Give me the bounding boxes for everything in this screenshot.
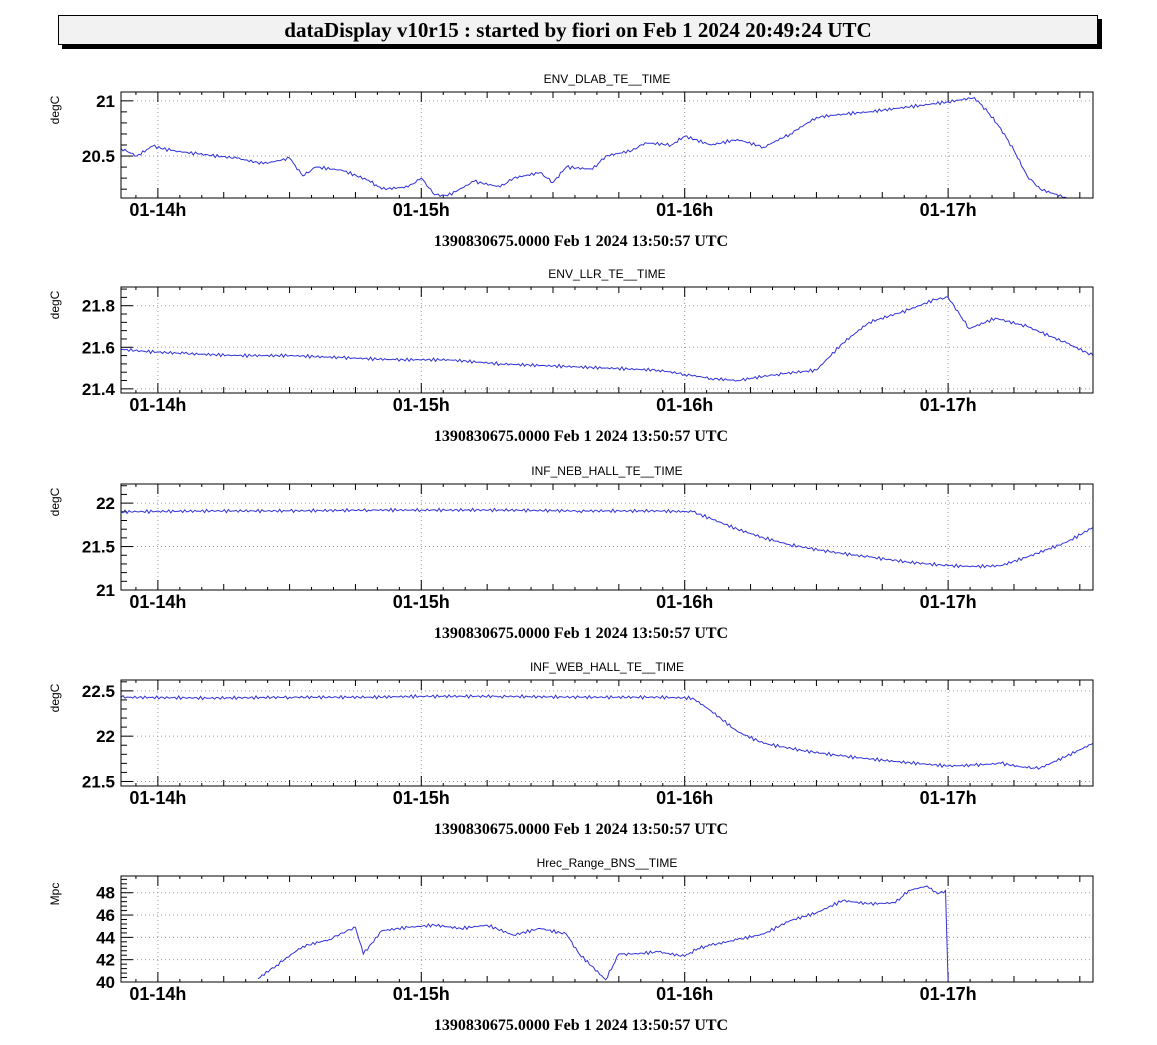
y-tick-label: 21.4 [82, 380, 116, 399]
x-tick-label: 01-14h [129, 200, 186, 220]
plot-frame [120, 91, 1094, 199]
chart-title: INF_NEB_HALL_TE__TIME [531, 464, 682, 478]
x-tick-label: 01-16h [656, 592, 713, 612]
series-line [121, 296, 1094, 382]
chart-title: ENV_LLR_TE__TIME [548, 267, 665, 281]
app-title: dataDisplay v10r15 : started by fiori on… [284, 18, 872, 42]
plot-frame [120, 483, 1094, 591]
y-axis-label: degC [48, 487, 62, 516]
x-axis-label: 1390830675.0000 Feb 1 2024 13:50:57 UTC [434, 1017, 728, 1034]
y-tick-label: 20.5 [82, 147, 115, 166]
chart-title: Hrec_Range_BNS__TIME [537, 856, 678, 870]
x-axis-label: 1390830675.0000 Feb 1 2024 13:50:57 UTC [434, 233, 728, 250]
chart-title: ENV_DLAB_TE__TIME [544, 72, 671, 86]
plot-frame [120, 286, 1094, 394]
chart-panel-5: Hrec_Range_BNS__TIME Mpc 40 42 44 46 48 01-14h 0… [48, 856, 1094, 1034]
y-tick-label: 21.8 [82, 297, 115, 316]
y-tick-label: 48 [96, 884, 115, 903]
x-tick-label: 01-15h [393, 395, 450, 415]
x-tick-label: 01-16h [656, 200, 713, 220]
y-axis-label: Mpc [48, 883, 62, 906]
x-axis-label: 1390830675.0000 Feb 1 2024 13:50:57 UTC [434, 625, 728, 642]
app-title-bar: dataDisplay v10r15 : started by fiori on… [58, 15, 1098, 45]
y-tick-label: 21 [96, 92, 115, 111]
y-tick-label: 21 [96, 581, 115, 600]
y-tick-label: 22 [96, 494, 115, 513]
chart-panel-3: INF_NEB_HALL_TE__TIME degC 21 21.5 22 01-14h 0… [48, 464, 1094, 642]
x-axis-label: 1390830675.0000 Feb 1 2024 13:50:57 UTC [434, 821, 728, 838]
x-tick-label: 01-16h [656, 788, 713, 808]
x-tick-label: 01-16h [656, 984, 713, 1004]
x-axis-label: 1390830675.0000 Feb 1 2024 13:50:57 UTC [434, 428, 728, 445]
y-tick-label: 46 [96, 906, 115, 925]
x-tick-label: 01-17h [920, 395, 977, 415]
x-tick-label: 01-14h [129, 984, 186, 1004]
x-tick-label: 01-15h [393, 200, 450, 220]
x-tick-label: 01-15h [393, 984, 450, 1004]
x-tick-label: 01-15h [393, 592, 450, 612]
x-tick-label: 01-17h [920, 984, 977, 1004]
series-line [120, 693, 1094, 770]
y-tick-label: 21.5 [82, 538, 115, 557]
chart-panel-2: ENV_LLR_TE__TIME degC 21.4 21.6 21.8 01-14h 01… [48, 267, 1094, 445]
y-tick-label: 21.6 [82, 338, 115, 357]
chart-title: INF_WEB_HALL_TE__TIME [530, 660, 684, 674]
chart-panel-1: ENV_DLAB_TE__TIME degC 20.5 21 01-14h 01-15h 0… [48, 72, 1094, 250]
x-tick-label: 01-14h [129, 788, 186, 808]
y-axis-label: degC [48, 683, 62, 712]
y-axis-label: degC [48, 95, 62, 124]
plot-frame [120, 875, 1094, 983]
y-tick-label: 21.5 [82, 772, 115, 791]
y-tick-label: 42 [96, 951, 115, 970]
y-axis-label: degC [48, 290, 62, 319]
x-tick-label: 01-14h [129, 592, 186, 612]
x-tick-label: 01-14h [129, 395, 186, 415]
x-tick-label: 01-16h [656, 395, 713, 415]
y-tick-label: 44 [96, 928, 115, 947]
series-line [120, 96, 1067, 199]
y-tick-label: 22 [96, 727, 115, 746]
x-tick-label: 01-17h [920, 200, 977, 220]
x-tick-label: 01-17h [920, 788, 977, 808]
y-tick-label: 22.5 [82, 682, 115, 701]
x-tick-label: 01-15h [393, 788, 450, 808]
y-tick-label: 40 [96, 973, 115, 992]
series-line [257, 885, 949, 983]
plot-frame [120, 679, 1094, 787]
x-tick-label: 01-17h [920, 592, 977, 612]
chart-panel-4: INF_WEB_HALL_TE__TIME degC 21.5 22 22.5 01-14… [48, 660, 1094, 838]
series-line [120, 507, 1094, 569]
